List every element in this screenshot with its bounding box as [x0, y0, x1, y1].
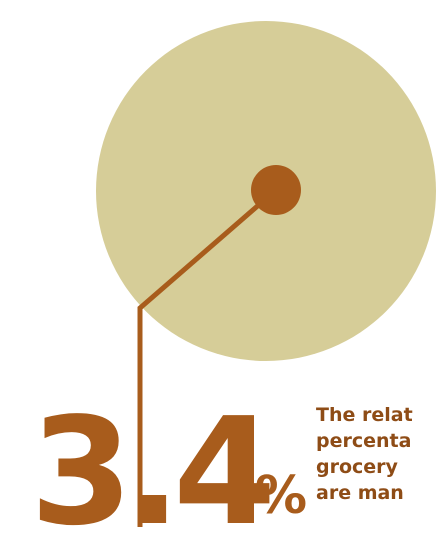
focus-dot	[251, 165, 301, 215]
caption-line-1: The relat	[316, 404, 413, 426]
caption-line-3: grocery	[316, 456, 398, 478]
infographic-graphic	[96, 21, 436, 527]
caption-line-2: percenta	[316, 430, 412, 452]
caption-line-4: are man	[316, 482, 404, 504]
stat-value: 3.4	[30, 386, 276, 558]
leader-line	[137, 188, 278, 527]
stat-caption: The relat percenta grocery are man	[316, 402, 441, 506]
stat-unit: %	[255, 466, 308, 526]
